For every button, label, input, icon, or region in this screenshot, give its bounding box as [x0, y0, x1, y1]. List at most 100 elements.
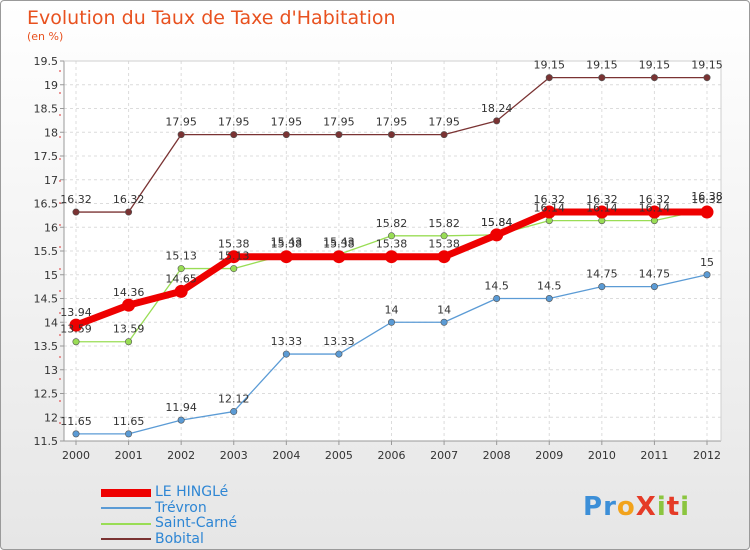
data-point [440, 232, 448, 240]
x-tick-label: 2000 [62, 449, 90, 462]
y-axis-decoration [59, 158, 61, 160]
y-tick-label: 18.5 [34, 103, 59, 116]
x-tick-label: 2006 [378, 449, 406, 462]
data-point [332, 250, 346, 264]
y-axis-decoration [59, 202, 61, 204]
y-tick-label: 12 [44, 411, 58, 424]
x-tick-label: 2010 [588, 449, 616, 462]
y-tick-label: 19.5 [34, 55, 59, 68]
data-label: 15 [700, 256, 714, 269]
legend-label: Saint-Carné [155, 515, 238, 532]
data-label: 14.65 [165, 272, 197, 285]
data-label: 13.59 [113, 323, 145, 336]
x-tick-label: 2007 [430, 449, 458, 462]
data-label: 12.12 [218, 393, 250, 406]
data-point [703, 74, 711, 82]
data-point [437, 250, 451, 264]
data-label: 14.75 [586, 268, 618, 281]
logo-letter: i [680, 492, 691, 522]
x-tick-label: 2011 [640, 449, 668, 462]
data-point [440, 131, 448, 139]
data-label: 16.32 [113, 193, 145, 206]
legend-label: Bobital [155, 530, 204, 547]
data-label: 19.15 [534, 59, 566, 72]
data-label: 11.94 [165, 401, 197, 414]
data-point [595, 205, 609, 219]
y-axis-decoration [59, 422, 61, 424]
data-label: 19.15 [639, 59, 671, 72]
data-label: 15.82 [428, 217, 460, 230]
data-label: 17.95 [218, 116, 250, 129]
x-tick-label: 2002 [167, 449, 195, 462]
y-axis-decoration [59, 70, 61, 72]
logo-letter: r [603, 492, 617, 522]
y-tick-label: 14 [44, 316, 58, 329]
logo-letter: o [616, 492, 636, 522]
y-tick-label: 16 [44, 221, 58, 234]
data-label: 14.75 [639, 268, 671, 281]
x-tick-label: 2005 [325, 449, 353, 462]
data-label: 11.65 [60, 415, 92, 428]
y-tick-label: 14.5 [34, 293, 59, 306]
data-point [545, 74, 553, 82]
logo-letter: P [583, 492, 604, 522]
legend-item: Trévron [101, 499, 237, 517]
legend-swatch [101, 538, 151, 541]
data-point [174, 284, 188, 298]
data-label: 14 [385, 303, 399, 316]
data-label: 17.95 [271, 116, 303, 129]
y-tick-label: 17.5 [34, 150, 59, 163]
data-label: 17.95 [165, 116, 197, 129]
data-label: 15.43 [271, 235, 303, 248]
y-tick-label: 16.5 [34, 198, 59, 211]
y-axis-decoration [59, 224, 61, 226]
y-tick-label: 13.5 [34, 340, 59, 353]
y-axis-decoration [59, 356, 61, 358]
data-label: 16.32 [586, 193, 618, 206]
data-point [125, 208, 133, 216]
data-point [177, 131, 185, 139]
data-label: 14.5 [484, 280, 509, 293]
y-tick-label: 18 [44, 126, 58, 139]
data-label: 17.95 [323, 116, 355, 129]
legend-swatch [101, 507, 151, 510]
data-point [177, 265, 185, 273]
y-axis-decoration [59, 400, 61, 402]
y-tick-label: 12.5 [34, 388, 59, 401]
data-point [125, 430, 133, 438]
chart-unit: (en %) [27, 30, 64, 43]
x-tick-label: 2001 [115, 449, 143, 462]
data-point [230, 131, 238, 139]
data-point [122, 298, 136, 312]
data-label: 14.36 [113, 286, 145, 299]
data-label: 15.38 [218, 238, 250, 251]
x-tick-label: 2004 [272, 449, 300, 462]
data-point [279, 250, 293, 264]
y-tick-label: 13 [44, 364, 58, 377]
data-point [69, 318, 83, 332]
y-axis-decoration [59, 312, 61, 314]
data-label: 13.59 [60, 323, 92, 336]
data-point [647, 205, 661, 219]
data-label: 13.94 [60, 306, 92, 319]
y-tick-label: 19 [44, 79, 58, 92]
grid [64, 60, 721, 442]
data-point [493, 294, 501, 302]
data-point [385, 250, 398, 264]
data-label: 15.38 [428, 238, 460, 251]
data-point [227, 250, 241, 264]
data-label: 14.5 [537, 280, 562, 293]
data-label: 14 [437, 303, 451, 316]
data-point [703, 271, 711, 279]
data-point [335, 350, 343, 358]
axes: 11.5 12 12.5 13 13.5 14 14.5 15 15.5 16 16.5 17 17.5… [34, 55, 722, 462]
data-labels: 13.94 14.36 14.65 15.38 15.38 15.38 15.38 15.38… [60, 59, 723, 428]
data-point [490, 228, 504, 242]
proxiti-logo: ProXiti [583, 492, 690, 522]
legend-label: Trévron [155, 499, 207, 516]
x-tick-label: 2009 [535, 449, 563, 462]
x-tick-label: 2012 [693, 449, 721, 462]
data-label: 17.95 [428, 116, 460, 129]
data-label: 15.38 [271, 238, 303, 251]
data-point [72, 430, 80, 438]
